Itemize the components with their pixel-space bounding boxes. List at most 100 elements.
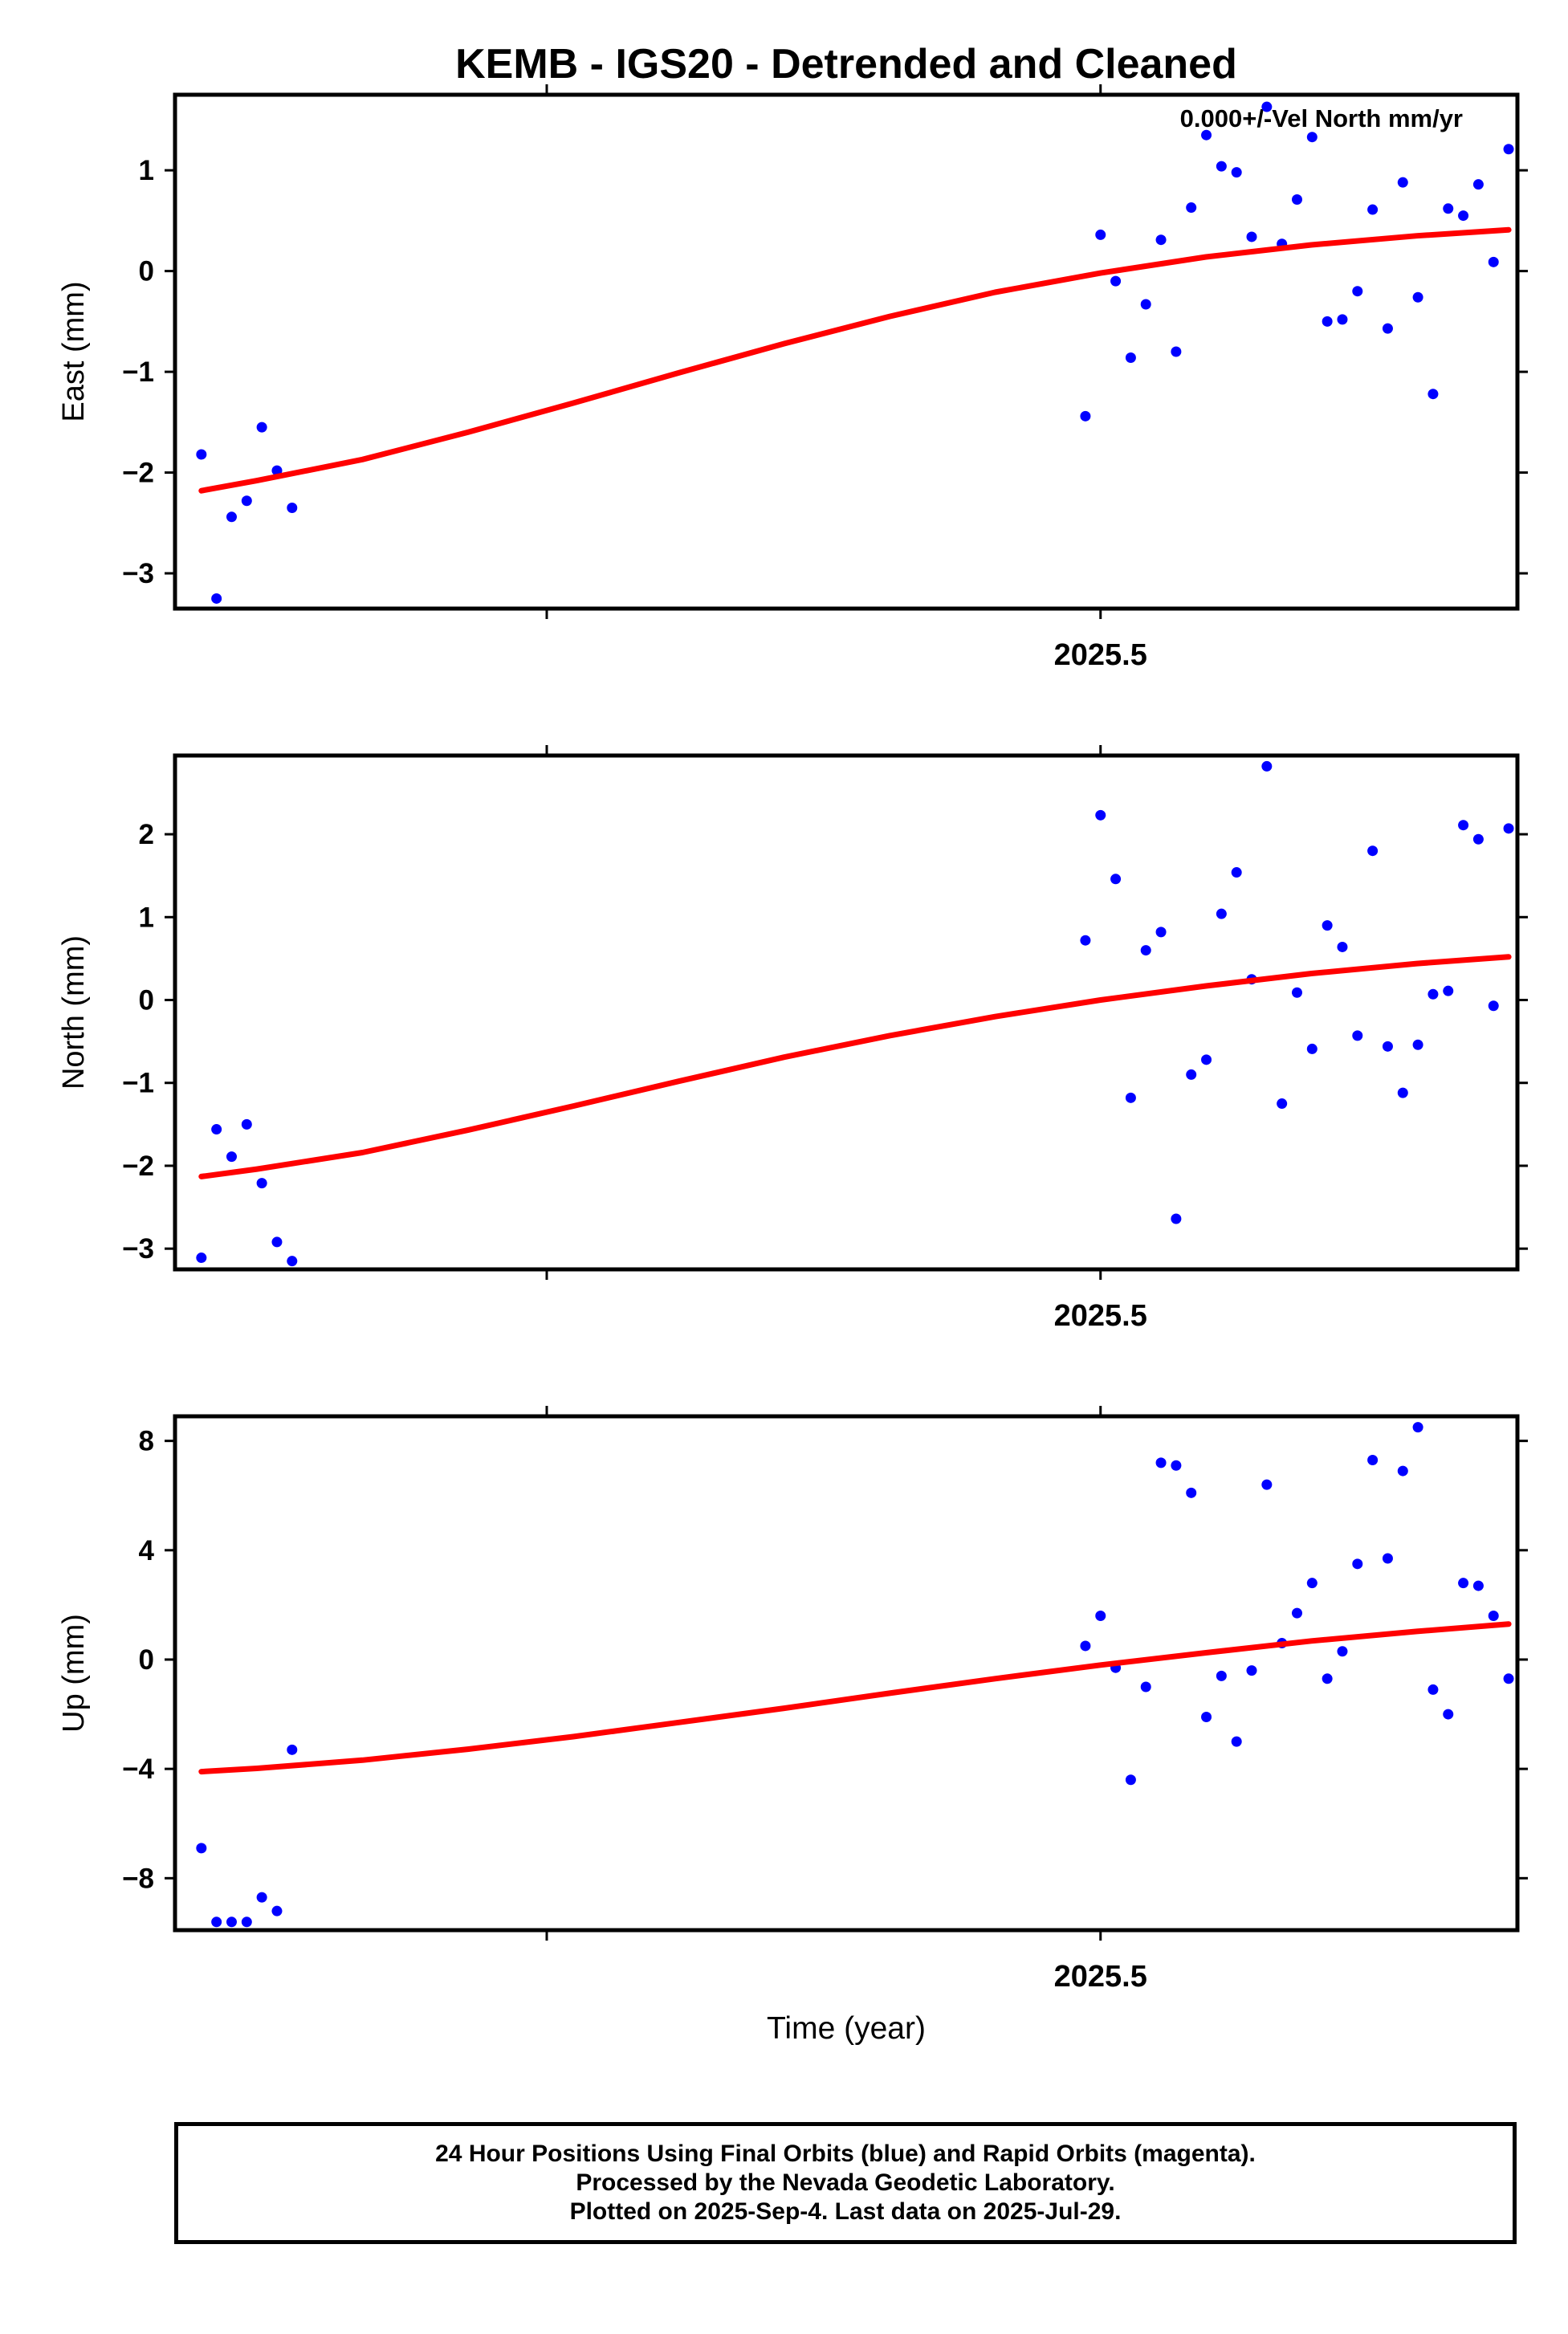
data-point bbox=[1140, 945, 1151, 956]
footer-info-box: 24 Hour Positions Using Final Orbits (bl… bbox=[174, 2122, 1517, 2244]
x-axis-label: Time (year) bbox=[767, 2011, 926, 2046]
data-point bbox=[1367, 845, 1379, 857]
data-point bbox=[1110, 275, 1122, 287]
footer-line-2: Processed by the Nevada Geodetic Laborat… bbox=[576, 2169, 1115, 2196]
data-point bbox=[1261, 1479, 1273, 1490]
data-point bbox=[287, 503, 298, 514]
data-point bbox=[1155, 1457, 1167, 1468]
footer-line-3: Plotted on 2025-Sep-4. Last data on 2025… bbox=[569, 2198, 1122, 2225]
data-point bbox=[1337, 314, 1348, 325]
data-point bbox=[1472, 1580, 1484, 1591]
data-point bbox=[1201, 1711, 1212, 1722]
data-point bbox=[1186, 1069, 1197, 1080]
plot-area bbox=[196, 760, 1514, 1267]
y-tick-label: −1 bbox=[122, 1068, 154, 1099]
data-point bbox=[1291, 194, 1302, 206]
data-point bbox=[211, 1124, 222, 1135]
panel-3: 8 4 0 −4 −8 2025.5 Up (mm) Time (year) bbox=[57, 1406, 1528, 2046]
data-point bbox=[1201, 1054, 1212, 1065]
data-point bbox=[1322, 316, 1333, 327]
data-point bbox=[1261, 760, 1273, 772]
y-tick-label: 4 bbox=[139, 1535, 155, 1566]
data-point bbox=[1186, 202, 1197, 214]
data-point bbox=[211, 593, 222, 604]
y-axis-label: Up (mm) bbox=[57, 1614, 91, 1733]
y-tick-label: 2 bbox=[139, 819, 154, 850]
data-point bbox=[1246, 231, 1257, 242]
data-point bbox=[1171, 1213, 1182, 1224]
data-point bbox=[1306, 1578, 1318, 1589]
data-point bbox=[226, 1151, 237, 1163]
data-point bbox=[1397, 1087, 1408, 1098]
data-point bbox=[1472, 833, 1484, 845]
data-point bbox=[1277, 1098, 1288, 1110]
data-point bbox=[211, 1916, 222, 1928]
data-point bbox=[1397, 1465, 1408, 1477]
data-point bbox=[1080, 935, 1091, 946]
footer-line-1: 24 Hour Positions Using Final Orbits (bl… bbox=[435, 2141, 1256, 2167]
data-point bbox=[1095, 809, 1106, 821]
data-point bbox=[287, 1744, 298, 1755]
data-point bbox=[1095, 1611, 1106, 1622]
y-tick-label: 8 bbox=[139, 1426, 154, 1457]
data-point bbox=[1216, 908, 1227, 919]
data-point bbox=[1306, 132, 1318, 143]
data-point bbox=[1427, 389, 1439, 400]
data-point bbox=[1155, 927, 1167, 938]
data-point bbox=[241, 1118, 252, 1130]
data-point bbox=[226, 1916, 237, 1928]
data-point bbox=[271, 1905, 283, 1916]
data-point bbox=[1488, 1611, 1499, 1622]
data-point bbox=[1352, 286, 1363, 297]
y-tick-label: −3 bbox=[122, 558, 154, 589]
data-point bbox=[1261, 101, 1273, 112]
data-point bbox=[1503, 1673, 1514, 1684]
data-point bbox=[1095, 229, 1106, 240]
data-point bbox=[241, 495, 252, 507]
data-point bbox=[1427, 1684, 1439, 1695]
data-point bbox=[271, 1236, 283, 1248]
x-tick-label: 2025.5 bbox=[1054, 1960, 1147, 1994]
model-fit-line bbox=[198, 954, 1512, 1179]
plot-frame bbox=[173, 753, 1520, 1272]
data-point bbox=[1140, 1681, 1151, 1692]
data-point bbox=[1110, 874, 1122, 885]
model-fit-line bbox=[198, 226, 1512, 494]
data-point bbox=[1412, 1039, 1423, 1050]
data-point bbox=[1458, 1578, 1469, 1589]
y-tick-label: 1 bbox=[139, 902, 154, 933]
y-tick-label: −2 bbox=[122, 1151, 154, 1182]
x-tick-label: 2025.5 bbox=[1054, 638, 1147, 672]
data-point bbox=[1352, 1558, 1363, 1570]
panel-2: 2 1 0 −1 −2 −3 2025.5 North (mm) bbox=[57, 745, 1528, 1333]
x-tick-label: 2025.5 bbox=[1054, 1299, 1147, 1333]
data-point bbox=[1472, 179, 1484, 190]
plot-frame bbox=[173, 92, 1520, 611]
data-point bbox=[1367, 1454, 1379, 1465]
data-point bbox=[1382, 1041, 1393, 1052]
data-point bbox=[1367, 204, 1379, 215]
data-point bbox=[226, 511, 237, 523]
data-point bbox=[1291, 1607, 1302, 1619]
data-point bbox=[1443, 985, 1454, 996]
data-point bbox=[1171, 346, 1182, 357]
data-point bbox=[1231, 867, 1242, 878]
plot-area bbox=[196, 1422, 1514, 1928]
data-point bbox=[1488, 256, 1499, 267]
plot-area bbox=[196, 101, 1514, 604]
data-point bbox=[1216, 161, 1227, 172]
data-point bbox=[1443, 203, 1454, 214]
y-tick-label: 1 bbox=[139, 155, 154, 186]
data-point bbox=[1171, 1460, 1182, 1471]
data-point bbox=[1382, 323, 1393, 334]
data-point bbox=[1503, 823, 1514, 834]
y-tick-label: −2 bbox=[122, 458, 154, 489]
data-point bbox=[271, 465, 283, 476]
data-point bbox=[196, 449, 207, 460]
data-point bbox=[1306, 1043, 1318, 1054]
y-tick-label: 0 bbox=[139, 985, 154, 1016]
data-point bbox=[256, 1892, 267, 1903]
data-point bbox=[1291, 987, 1302, 998]
data-point bbox=[1140, 299, 1151, 310]
